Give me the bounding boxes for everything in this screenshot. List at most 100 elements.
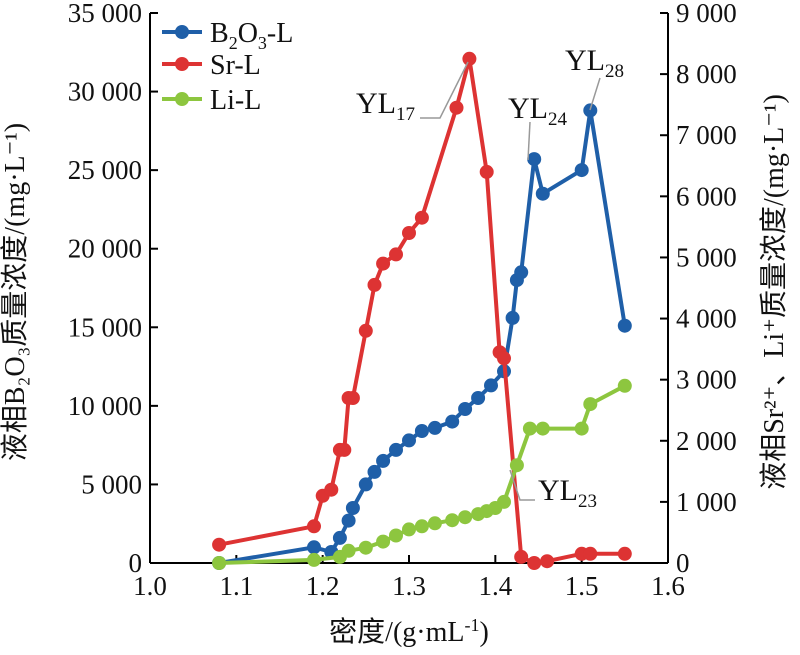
- data-point-b2o3: [617, 318, 632, 333]
- data-point-sr: [307, 519, 321, 534]
- legend: B2O3-L Sr-L Li-L: [162, 18, 293, 116]
- data-point-sr: [540, 554, 555, 569]
- left-y-tick-label: 15 000: [68, 312, 142, 342]
- annotation-yl28-leader: [589, 77, 601, 111]
- legend-label-li: Li-L: [210, 85, 261, 116]
- annotation-yl24-main: YL: [508, 92, 548, 125]
- x-axis-title: 密度/(g·mL-1): [329, 615, 489, 648]
- annotation-yl24: YL24: [508, 92, 568, 161]
- annotation-yl17: YL17: [356, 61, 469, 125]
- data-point-li: [212, 556, 227, 570]
- x-tick-label: 1.6: [651, 571, 685, 601]
- x-tick-label: 1.3: [392, 571, 426, 601]
- annotation-yl23-sub: 23: [578, 491, 597, 512]
- data-point-sr: [324, 482, 339, 497]
- legend-b2o3-mid: O: [238, 18, 258, 49]
- axis-ticks: 1.0 1.1 1.2 1.3 1.4 1.5 1.60 5 000 10 000 15 000 2…: [68, 0, 737, 601]
- data-point-li: [574, 421, 589, 436]
- right-y-tick-label: 5 000: [676, 242, 737, 272]
- right-y-tick-label: 7 000: [676, 120, 737, 150]
- x-tick-label: 1.1: [219, 571, 253, 601]
- annotation-yl24-sub: 24: [548, 109, 568, 130]
- data-point-b2o3: [458, 402, 473, 416]
- data-point-b2o3: [367, 464, 382, 479]
- data-point-b2o3: [527, 152, 542, 167]
- legend-item-sr: Sr-L: [162, 50, 261, 81]
- annotation-yl17-sub: 17: [396, 104, 415, 125]
- left-y-tick-label: 5 000: [81, 469, 142, 499]
- data-point-li: [389, 528, 403, 543]
- data-point-b2o3: [345, 501, 360, 515]
- annotation-yl23-label: YL23: [538, 474, 597, 512]
- series-layer: [212, 51, 632, 570]
- data-point-b2o3: [574, 163, 589, 178]
- data-point-sr: [345, 391, 360, 405]
- series-b2o3: [212, 103, 632, 570]
- legend-label-sr: Sr-L: [210, 50, 261, 81]
- right-y-tick-label: 9 000: [676, 0, 737, 28]
- right-y-tick-label: 3 000: [676, 365, 737, 395]
- series-li: [212, 378, 632, 570]
- annotation-yl23-leader: [509, 469, 535, 501]
- data-point-sr: [402, 226, 416, 240]
- data-point-b2o3: [445, 414, 460, 429]
- data-point-sr: [527, 556, 542, 570]
- annotation-yl23: YL23: [509, 469, 597, 512]
- right-y-tick-label: 6 000: [676, 181, 737, 211]
- annotation-yl28-main: YL: [565, 44, 605, 77]
- legend-item-li: Li-L: [162, 85, 261, 116]
- legend-item-b2o3: B2O3-L: [162, 18, 293, 53]
- data-point-b2o3: [505, 310, 520, 325]
- annotation-yl28-sub: 28: [605, 61, 624, 82]
- x-tick-label: 1.5: [565, 571, 599, 601]
- data-point-li: [402, 522, 416, 537]
- legend-b2o3-main: B: [210, 18, 229, 49]
- data-point-sr: [358, 323, 373, 338]
- left-y-tick-label: 30 000: [68, 77, 142, 107]
- data-point-b2o3: [307, 540, 321, 555]
- legend-label-b2o3: B2O3-L: [210, 18, 293, 53]
- left-y-tick-label: 20 000: [68, 234, 142, 264]
- x-tick-label: 1.0: [133, 571, 167, 601]
- data-point-sr: [414, 210, 429, 225]
- left-y-tick-label: 35 000: [68, 0, 142, 28]
- data-point-b2o3: [471, 391, 486, 405]
- data-point-b2o3: [535, 186, 550, 201]
- data-point-b2o3: [332, 530, 347, 545]
- annotation-yl17-main: YL: [356, 87, 396, 120]
- x-tick-label: 1.2: [306, 571, 340, 601]
- legend-marker-li: [175, 92, 189, 106]
- data-point-sr: [389, 247, 403, 262]
- data-point-sr: [367, 277, 382, 292]
- annotation-yl17-label: YL17: [356, 87, 415, 125]
- data-point-b2o3: [358, 477, 373, 492]
- left-y-tick-label: 10 000: [68, 391, 142, 421]
- annotation-yl24-leader: [527, 121, 531, 161]
- legend-b2o3-sub1: 2: [229, 33, 238, 53]
- data-point-sr: [376, 256, 391, 271]
- legend-b2o3-sub2: 3: [258, 33, 267, 53]
- annotation-yl28-label: YL28: [565, 44, 624, 82]
- data-point-li: [458, 510, 473, 525]
- x-tick-label: 1.4: [478, 571, 512, 601]
- legend-marker-sr: [175, 57, 189, 71]
- data-point-li: [307, 552, 321, 567]
- data-point-li: [445, 513, 460, 528]
- data-point-sr: [337, 442, 352, 457]
- data-point-sr: [462, 51, 477, 66]
- right-y-axis-title: 液相Sr²⁺、Li⁺质量浓度/(mg·L⁻¹): [758, 94, 790, 490]
- data-point-li: [509, 458, 524, 473]
- data-point-sr: [617, 546, 632, 561]
- legend-marker-b2o3: [175, 25, 189, 39]
- annotation-yl24-label: YL24: [508, 92, 568, 130]
- data-point-li: [497, 494, 511, 509]
- data-point-b2o3: [484, 378, 498, 393]
- data-point-sr: [479, 164, 494, 179]
- right-y-tick-label: 0: [676, 548, 690, 578]
- left-y-tick-label: 25 000: [68, 155, 142, 185]
- data-point-b2o3: [514, 265, 529, 280]
- right-y-tick-label: 8 000: [676, 59, 737, 89]
- data-point-b2o3: [341, 513, 356, 528]
- data-point-li: [414, 519, 429, 534]
- data-point-b2o3: [376, 453, 391, 468]
